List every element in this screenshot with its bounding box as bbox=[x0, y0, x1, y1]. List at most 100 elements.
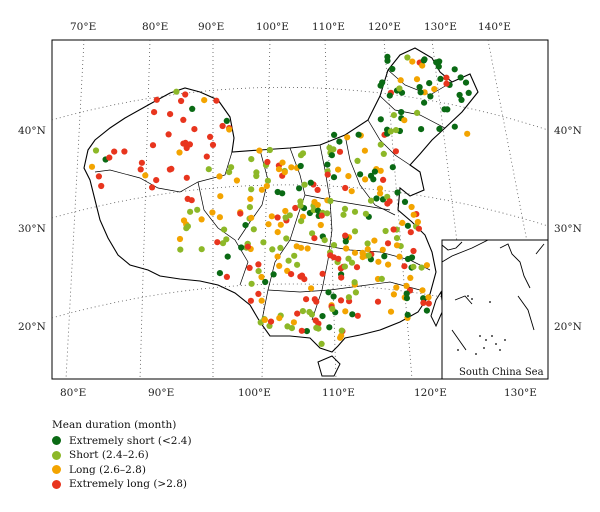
station-dot bbox=[394, 189, 401, 196]
station-dot bbox=[390, 226, 397, 233]
station-dot bbox=[371, 168, 378, 175]
station-dot bbox=[276, 315, 283, 322]
station-dot bbox=[248, 280, 255, 287]
station-dot bbox=[274, 229, 281, 236]
station-dot bbox=[387, 128, 394, 135]
top-lon-label: 80°E bbox=[142, 21, 168, 33]
station-dot bbox=[258, 297, 265, 304]
station-dot bbox=[224, 253, 231, 260]
station-dot bbox=[451, 66, 458, 73]
station-dot bbox=[349, 311, 356, 318]
station-dot bbox=[274, 214, 281, 221]
station-dot bbox=[319, 270, 326, 277]
station-dot bbox=[248, 156, 255, 163]
station-dot bbox=[343, 245, 350, 252]
station-dot bbox=[359, 254, 366, 261]
station-dot bbox=[335, 255, 342, 262]
station-dot bbox=[318, 340, 325, 347]
station-dot bbox=[407, 229, 414, 236]
station-dot bbox=[177, 246, 184, 253]
station-dot bbox=[342, 184, 349, 192]
station-dot bbox=[352, 289, 359, 296]
station-dot bbox=[291, 252, 298, 259]
station-dot bbox=[397, 77, 404, 84]
bottom-lon-label: 80°E bbox=[60, 387, 86, 399]
station-dot bbox=[198, 216, 205, 223]
left-lat-label: 20°N bbox=[18, 321, 46, 333]
station-dot bbox=[294, 310, 301, 317]
station-dot bbox=[285, 257, 292, 264]
station-dot bbox=[317, 221, 324, 229]
station-dot bbox=[312, 317, 319, 324]
station-dot bbox=[345, 255, 352, 262]
station-dot bbox=[389, 164, 396, 171]
station-dot bbox=[324, 171, 331, 178]
station-dot bbox=[95, 173, 102, 180]
top-lon-label: 120°E bbox=[368, 21, 401, 33]
station-dot bbox=[377, 141, 384, 148]
station-dot bbox=[223, 236, 230, 243]
top-longitude-labels: 70°E 80°E 90°E 100°E 110°E 120°E 130°E 1… bbox=[70, 21, 511, 33]
station-dot bbox=[246, 204, 253, 211]
station-dot bbox=[265, 221, 272, 228]
station-dot bbox=[298, 327, 305, 334]
station-dot bbox=[380, 176, 387, 183]
station-dot bbox=[437, 75, 444, 82]
station-dot bbox=[262, 278, 269, 286]
station-dot bbox=[296, 185, 303, 192]
legend-item-label: Extremely long (>2.8) bbox=[69, 478, 188, 490]
station-dot bbox=[201, 97, 208, 104]
station-dot bbox=[410, 211, 417, 218]
station-dot bbox=[250, 226, 257, 233]
station-dot bbox=[214, 239, 221, 246]
station-dot bbox=[381, 253, 388, 260]
station-dot bbox=[431, 86, 438, 93]
station-dot bbox=[342, 308, 349, 315]
right-lat-label: 40°N bbox=[554, 125, 582, 137]
station-dot bbox=[299, 308, 306, 315]
station-dot bbox=[188, 197, 195, 204]
station-dot bbox=[88, 163, 96, 170]
legend-item-label: Extremely short (<2.4) bbox=[69, 434, 192, 447]
station-dot bbox=[423, 262, 430, 269]
station-dot bbox=[403, 282, 410, 289]
station-dot bbox=[464, 130, 471, 137]
station-dot bbox=[226, 126, 233, 133]
station-dot bbox=[219, 122, 226, 130]
right-lat-label: 20°N bbox=[554, 321, 582, 333]
station-dot bbox=[288, 271, 295, 278]
station-dot bbox=[318, 212, 325, 219]
station-dot bbox=[351, 208, 359, 215]
station-dot bbox=[384, 240, 392, 247]
station-dot bbox=[255, 268, 262, 275]
station-dot bbox=[417, 89, 424, 96]
top-lon-label: 70°E bbox=[70, 21, 96, 33]
bottom-lon-label: 120°E bbox=[414, 387, 447, 399]
station-dot bbox=[269, 246, 276, 253]
station-dot bbox=[315, 325, 322, 332]
station-dot bbox=[276, 262, 283, 269]
station-dot bbox=[330, 242, 338, 249]
station-dot bbox=[401, 198, 409, 205]
station-dot bbox=[149, 184, 156, 191]
station-dot bbox=[342, 238, 349, 245]
top-lon-label: 100°E bbox=[256, 21, 289, 33]
station-dot bbox=[401, 263, 408, 270]
station-dot bbox=[268, 213, 275, 220]
station-dot bbox=[198, 246, 205, 253]
station-dot bbox=[153, 177, 160, 184]
station-dot bbox=[340, 211, 347, 218]
station-dot bbox=[111, 148, 118, 155]
station-dot bbox=[303, 296, 310, 303]
legend-item-extremely-short: Extremely short (<2.4) bbox=[52, 434, 192, 449]
station-dot bbox=[248, 186, 255, 193]
station-dot bbox=[106, 154, 113, 161]
station-dot bbox=[203, 153, 210, 160]
station-dot bbox=[351, 249, 359, 256]
station-dot bbox=[443, 74, 450, 81]
map-frame bbox=[51, 39, 549, 380]
station-dot bbox=[189, 105, 196, 112]
station-dot bbox=[353, 264, 361, 271]
station-dot bbox=[341, 205, 349, 212]
